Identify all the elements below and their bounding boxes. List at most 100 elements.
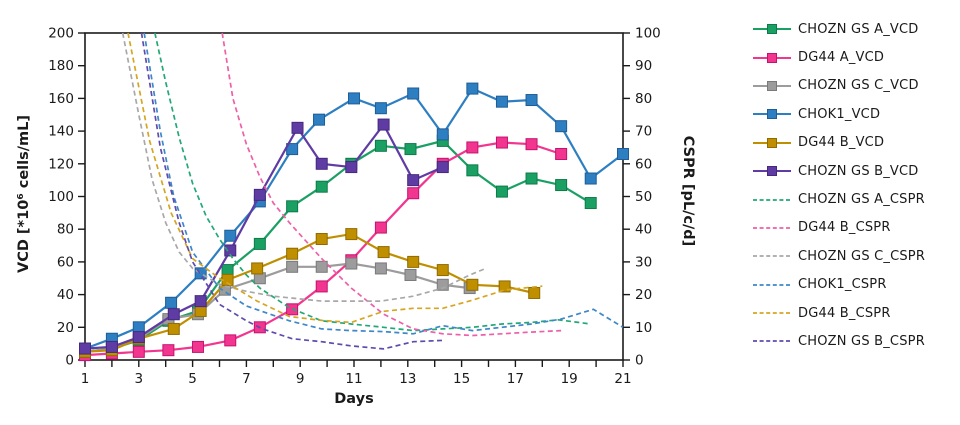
data-point-marker [348,92,360,105]
data-point-marker [466,164,479,177]
legend-item: CHOK1_VCD [752,100,957,128]
y-axis-left-title: VCD [*10⁶ cells/mL] [16,115,32,274]
data-point-marker [436,278,449,291]
legend-item: CHOZN GS B_CSPR [752,327,957,355]
y-left-tick-label: 140 [48,124,74,140]
data-point-marker [315,233,328,246]
legend-item: CHOZN GS C_CSPR [752,242,957,270]
data-point-marker [315,280,328,293]
data-point-marker [498,280,511,293]
series-line-dg44-b-cspr [221,32,562,337]
cspr-series-group [121,32,624,350]
data-point-marker [105,340,118,353]
data-point-marker [286,247,299,260]
data-point-marker [162,344,175,357]
series-line-chozn-gs-c-cspr [121,32,487,302]
series-line-chozn-gs-a-cspr [154,32,591,332]
y-left-tick-label: 20 [57,320,74,336]
vcd-series-group [79,82,629,362]
legend-label: CHOZN GS B_VCD [798,163,919,179]
data-point-marker [584,172,597,185]
data-point-marker [315,180,328,193]
x-tick-label: 11 [345,371,362,387]
data-point-marker [79,342,91,355]
series-line-dg44-b-cspr [127,32,543,324]
series-line-chok1-cspr [143,32,624,335]
series-line-chok1-vcd [84,87,624,350]
x-tick-label: 9 [296,371,305,387]
data-point-marker [555,147,568,160]
data-point-marker [404,143,417,156]
legend-line-marker-swatch [753,80,791,91]
x-tick-label: 17 [507,371,524,387]
data-point-marker [436,264,449,277]
data-point-marker [528,286,541,299]
series-line-chozn-gs-b-cspr [140,32,443,350]
series-line-dg44-a-vcd [84,141,562,357]
y-right-tick-label: 100 [635,26,661,42]
legend-item: DG44 B_CSPR [752,299,957,327]
data-point-marker [224,334,237,347]
legend-dashed-line-swatch [753,198,791,201]
legend-label: CHOZN GS A_VCD [798,21,919,37]
y-left-tick-label: 200 [48,26,74,42]
legend-line-marker-swatch [753,52,791,63]
legend-label: DG44 B_CSPR [798,220,891,236]
legend-dashed-line-swatch [753,340,791,343]
data-point-marker [224,229,237,242]
data-point-marker [495,185,508,198]
legend-item: CHOZN GS A_VCD [752,15,957,43]
y-right-tick-label: 60 [635,156,652,172]
data-point-marker [525,172,538,185]
data-point-marker [253,188,266,201]
data-point-marker [377,246,390,259]
legend-dashed-line-swatch [753,283,791,286]
data-point-marker [466,278,479,291]
legend-item: DG44 A_VCD [752,43,957,71]
data-point-marker [286,200,299,213]
data-point-marker [191,340,204,353]
data-point-marker [251,262,264,275]
legend-line-marker-swatch [753,137,791,148]
series-line-chozn-gs-a-vcd [84,139,592,353]
data-point-marker [584,197,597,210]
y-left-tick-label: 60 [57,254,74,270]
data-point-marker [313,113,326,126]
y-left-tick-label: 120 [48,156,74,172]
data-point-marker [407,255,420,268]
legend: CHOZN GS A_VCD DG44 A_VCD CHOZN GS C_VCD CH… [752,15,957,356]
x-tick-label: 21 [614,371,631,387]
data-point-marker [315,260,328,273]
legend-item: CHOZN GS C_VCD [752,72,957,100]
y-left-tick-label: 80 [57,222,74,238]
data-point-marker [286,260,299,273]
x-tick-label: 5 [188,371,197,387]
data-point-marker [345,228,358,241]
y-left-tick-label: 180 [48,58,74,74]
legend-dashed-line-swatch [753,255,791,258]
data-point-marker [555,120,568,133]
data-point-marker [466,141,479,154]
series-line-dg44-b-vcd [84,232,535,353]
data-point-marker [525,94,538,107]
x-tick-label: 13 [399,371,416,387]
data-point-marker [194,295,207,308]
data-point-marker [291,121,304,134]
y-left-tick-label: 0 [65,353,74,369]
data-point-marker [315,157,328,170]
y-right-tick-label: 10 [635,320,652,336]
y-right-tick-label: 50 [635,189,652,205]
data-point-marker [407,174,420,187]
data-point-marker [555,179,568,192]
x-tick-label: 1 [81,371,90,387]
legend-item: CHOK1_CSPR [752,271,957,299]
legend-label: CHOZN GS A_CSPR [798,192,925,208]
legend-label: CHOZN GS C_VCD [798,78,919,94]
y-left-tick-label: 100 [48,189,74,205]
data-point-marker [525,138,538,151]
legend-label: CHOZN GS C_CSPR [798,248,926,264]
legend-dashed-line-swatch [753,227,791,229]
data-point-marker [132,331,145,344]
data-point-marker [436,161,449,174]
